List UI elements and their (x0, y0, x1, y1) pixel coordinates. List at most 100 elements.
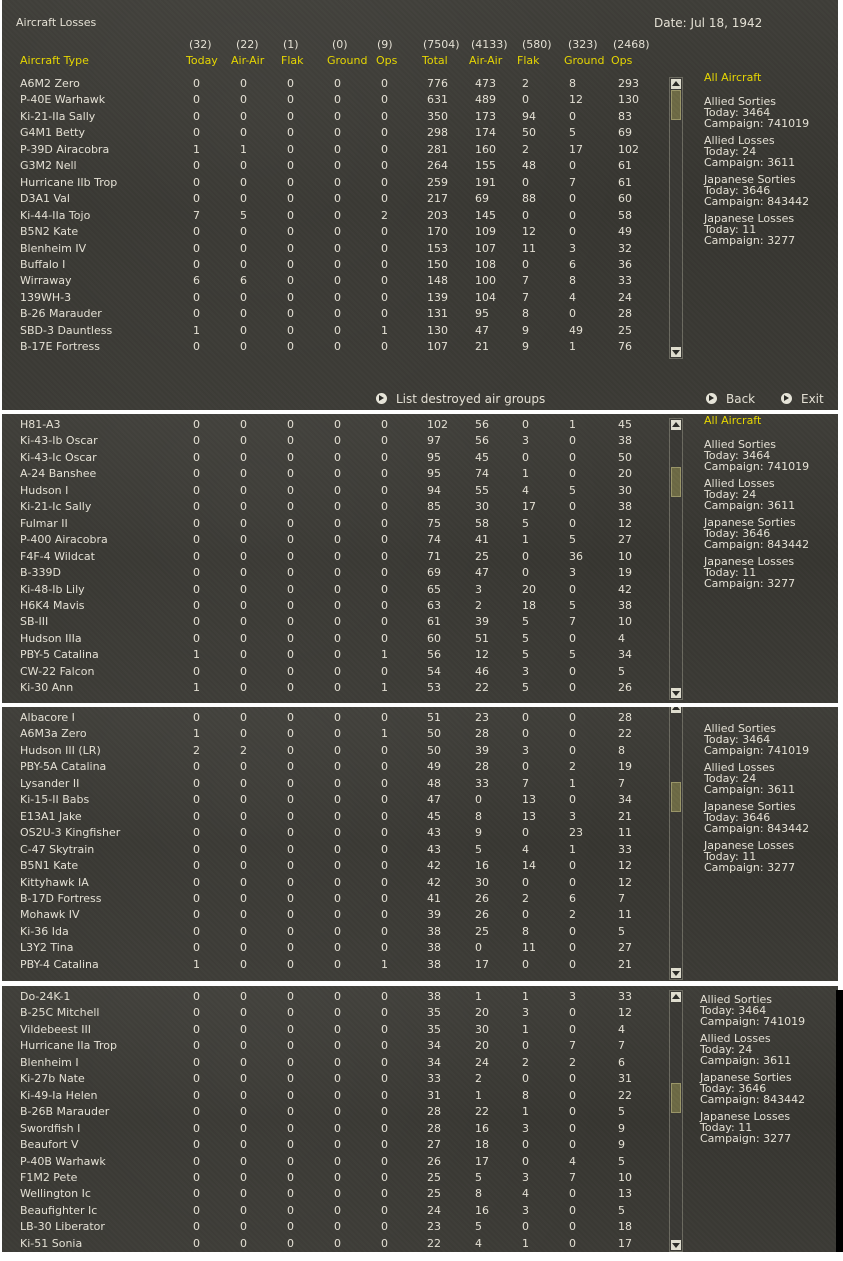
table-row[interactable]: Hurricane IIb Trop 0 0 0 0 0 259 191 0 7 61 (2, 176, 662, 192)
table-row[interactable]: Do-24K-1 0 0 0 0 0 38 1 1 3 33 (2, 990, 662, 1006)
table-row[interactable]: Wirraway 6 6 0 0 0 148 100 7 8 33 (2, 274, 662, 290)
scroll-down-button[interactable] (671, 347, 681, 357)
table-row[interactable]: B-17D Fortress 0 0 0 0 0 41 26 2 6 7 (2, 892, 662, 908)
table-row[interactable]: OS2U-3 Kingfisher 0 0 0 0 0 43 9 0 23 11 (2, 826, 662, 842)
table-row[interactable]: CW-22 Falcon 0 0 0 0 0 54 46 3 0 5 (2, 665, 662, 681)
table-row[interactable]: A6M2 Zero 0 0 0 0 0 776 473 2 8 293 (2, 77, 662, 93)
table-row[interactable]: P-400 Airacobra 0 0 0 0 0 74 41 1 5 27 (2, 533, 662, 549)
scroll-up-button[interactable] (671, 79, 681, 89)
table-row[interactable]: PBY-5 Catalina 1 0 0 0 1 56 12 5 5 34 (2, 648, 662, 664)
table-row[interactable]: Hudson I 0 0 0 0 0 94 55 4 5 30 (2, 484, 662, 500)
scrollbar[interactable] (669, 418, 683, 700)
table-row[interactable]: H81-A3 0 0 0 0 0 102 56 0 1 45 (2, 418, 662, 434)
table-row[interactable]: Ki-48-Ib Lily 0 0 0 0 0 65 3 20 0 42 (2, 583, 662, 599)
scroll-thumb[interactable] (671, 782, 681, 812)
scrollbar[interactable] (669, 77, 683, 359)
col-total-header[interactable]: Total (422, 54, 448, 67)
table-row[interactable]: F4F-4 Wildcat 0 0 0 0 0 71 25 0 36 10 (2, 550, 662, 566)
table-row[interactable]: Ki-36 Ida 0 0 0 0 0 38 25 8 0 5 (2, 925, 662, 941)
table-row[interactable]: Albacore I 0 0 0 0 0 51 23 0 0 28 (2, 711, 662, 727)
scrollbar[interactable] (669, 707, 683, 980)
table-row[interactable]: C-47 Skytrain 0 0 0 0 0 43 5 4 1 33 (2, 843, 662, 859)
table-row[interactable]: Wellington Ic 0 0 0 0 0 25 8 4 0 13 (2, 1187, 662, 1203)
col-ground-header[interactable]: Ground (327, 54, 368, 67)
table-row[interactable]: SBD-3 Dauntless 1 0 0 0 1 130 47 9 49 25 (2, 324, 662, 340)
exit-button[interactable]: Exit (781, 392, 824, 406)
table-row[interactable]: Kittyhawk IA 0 0 0 0 0 42 30 0 0 12 (2, 876, 662, 892)
table-row[interactable]: Hudson III (LR) 2 2 0 0 0 50 39 3 0 8 (2, 744, 662, 760)
scroll-up-button[interactable] (671, 992, 681, 1002)
table-row[interactable]: P-39D Airacobra 1 1 0 0 0 281 160 2 17 102 (2, 143, 662, 159)
col-total-ops-header[interactable]: Ops (611, 54, 633, 67)
col-ops-header[interactable]: Ops (376, 54, 398, 67)
col-aircraft-type-header[interactable]: Aircraft Type (20, 54, 89, 67)
table-row[interactable]: B5N1 Kate 0 0 0 0 0 42 16 14 0 12 (2, 859, 662, 875)
table-row[interactable]: Ki-49-Ia Helen 0 0 0 0 0 31 1 8 0 22 (2, 1089, 662, 1105)
table-row[interactable]: Ki-21-IIa Sally 0 0 0 0 0 350 173 94 0 83 (2, 110, 662, 126)
table-row[interactable]: Ki-51 Sonia 0 0 0 0 0 22 4 1 0 17 (2, 1237, 662, 1252)
col-total-air-air-header[interactable]: Air-Air (469, 54, 503, 67)
table-row[interactable]: B-26B Marauder 0 0 0 0 0 28 22 1 0 5 (2, 1105, 662, 1121)
table-row[interactable]: Ki-30 Ann 1 0 0 0 1 53 22 5 0 26 (2, 681, 662, 697)
table-row[interactable]: B-17E Fortress 0 0 0 0 0 107 21 9 1 76 (2, 340, 662, 356)
scroll-up-button[interactable] (671, 707, 681, 713)
table-row[interactable]: LB-30 Liberator 0 0 0 0 0 23 5 0 0 18 (2, 1220, 662, 1236)
total-ground-cell: 1 (569, 842, 576, 856)
table-row[interactable]: L3Y2 Tina 0 0 0 0 0 38 0 11 0 27 (2, 941, 662, 957)
table-row[interactable]: Ki-15-II Babs 0 0 0 0 0 47 0 13 0 34 (2, 793, 662, 809)
table-row[interactable]: Hudson IIIa 0 0 0 0 0 60 51 5 0 4 (2, 632, 662, 648)
scroll-down-button[interactable] (671, 968, 681, 978)
table-row[interactable]: 139WH-3 0 0 0 0 0 139 104 7 4 24 (2, 291, 662, 307)
table-row[interactable]: A6M3a Zero 1 0 0 0 1 50 28 0 0 22 (2, 727, 662, 743)
table-row[interactable]: PBY-4 Catalina 1 0 0 0 1 38 17 0 0 21 (2, 958, 662, 974)
scrollbar[interactable] (669, 990, 683, 1252)
table-row[interactable]: PBY-5A Catalina 0 0 0 0 0 49 28 0 2 19 (2, 760, 662, 776)
table-row[interactable]: Vildebeest III 0 0 0 0 0 35 30 1 0 4 (2, 1023, 662, 1039)
table-row[interactable]: G4M1 Betty 0 0 0 0 0 298 174 50 5 69 (2, 126, 662, 142)
col-total-flak-header[interactable]: Flak (517, 54, 540, 67)
col-today-header[interactable]: Today (186, 54, 218, 67)
total-air-air-cell: 174 (475, 126, 496, 140)
table-row[interactable]: Blenheim IV 0 0 0 0 0 153 107 11 3 32 (2, 242, 662, 258)
scroll-thumb[interactable] (671, 1083, 681, 1113)
table-row[interactable]: B-339D 0 0 0 0 0 69 47 0 3 19 (2, 566, 662, 582)
all-aircraft-filter[interactable]: All Aircraft (704, 71, 762, 84)
table-row[interactable]: H6K4 Mavis 0 0 0 0 0 63 2 18 5 38 (2, 599, 662, 615)
table-row[interactable]: Ki-43-Ib Oscar 0 0 0 0 0 97 56 3 0 38 (2, 434, 662, 450)
table-row[interactable]: E13A1 Jake 0 0 0 0 0 45 8 13 3 21 (2, 810, 662, 826)
table-row[interactable]: Mohawk IV 0 0 0 0 0 39 26 0 2 11 (2, 908, 662, 924)
table-row[interactable]: Hurricane IIa Trop 0 0 0 0 0 34 20 0 7 7 (2, 1039, 662, 1055)
col-flak-header[interactable]: Flak (281, 54, 304, 67)
table-row[interactable]: Lysander II 0 0 0 0 0 48 33 7 1 7 (2, 777, 662, 793)
all-aircraft-filter[interactable]: All Aircraft (704, 414, 762, 427)
table-row[interactable]: Swordfish I 0 0 0 0 0 28 16 3 0 9 (2, 1122, 662, 1138)
table-row[interactable]: P-40B Warhawk 0 0 0 0 0 26 17 0 4 5 (2, 1155, 662, 1171)
table-row[interactable]: Beaufort V 0 0 0 0 0 27 18 0 0 9 (2, 1138, 662, 1154)
table-row[interactable]: Beaufighter Ic 0 0 0 0 0 24 16 3 0 5 (2, 1204, 662, 1220)
list-destroyed-air-groups-button[interactable]: List destroyed air groups (376, 392, 545, 406)
table-row[interactable]: Buffalo I 0 0 0 0 0 150 108 0 6 36 (2, 258, 662, 274)
col-total-ground-header[interactable]: Ground (564, 54, 605, 67)
back-button[interactable]: Back (706, 392, 755, 406)
table-row[interactable]: Ki-43-Ic Oscar 0 0 0 0 0 95 45 0 0 50 (2, 451, 662, 467)
scroll-down-button[interactable] (671, 688, 681, 698)
table-row[interactable]: A-24 Banshee 0 0 0 0 0 95 74 1 0 20 (2, 467, 662, 483)
table-row[interactable]: D3A1 Val 0 0 0 0 0 217 69 88 0 60 (2, 192, 662, 208)
table-row[interactable]: G3M2 Nell 0 0 0 0 0 264 155 48 0 61 (2, 159, 662, 175)
scroll-thumb[interactable] (671, 90, 681, 120)
table-row[interactable]: Blenheim I 0 0 0 0 0 34 24 2 2 6 (2, 1056, 662, 1072)
table-row[interactable]: Ki-21-Ic Sally 0 0 0 0 0 85 30 17 0 38 (2, 500, 662, 516)
table-row[interactable]: Ki-27b Nate 0 0 0 0 0 33 2 0 0 31 (2, 1072, 662, 1088)
table-row[interactable]: Ki-44-IIa Tojo 7 5 0 0 2 203 145 0 0 58 (2, 209, 662, 225)
table-row[interactable]: B-26 Marauder 0 0 0 0 0 131 95 8 0 28 (2, 307, 662, 323)
scroll-down-button[interactable] (671, 1240, 681, 1250)
scroll-up-button[interactable] (671, 420, 681, 430)
table-row[interactable]: B-25C Mitchell 0 0 0 0 0 35 20 3 0 12 (2, 1006, 662, 1022)
scroll-thumb[interactable] (671, 467, 681, 497)
table-row[interactable]: P-40E Warhawk 0 0 0 0 0 631 489 0 12 130 (2, 93, 662, 109)
table-row[interactable]: B5N2 Kate 0 0 0 0 0 170 109 12 0 49 (2, 225, 662, 241)
table-row[interactable]: F1M2 Pete 0 0 0 0 0 25 5 3 7 10 (2, 1171, 662, 1187)
table-row[interactable]: Fulmar II 0 0 0 0 0 75 58 5 0 12 (2, 517, 662, 533)
table-row[interactable]: SB-III 0 0 0 0 0 61 39 5 7 10 (2, 615, 662, 631)
col-air-air-header[interactable]: Air-Air (231, 54, 265, 67)
